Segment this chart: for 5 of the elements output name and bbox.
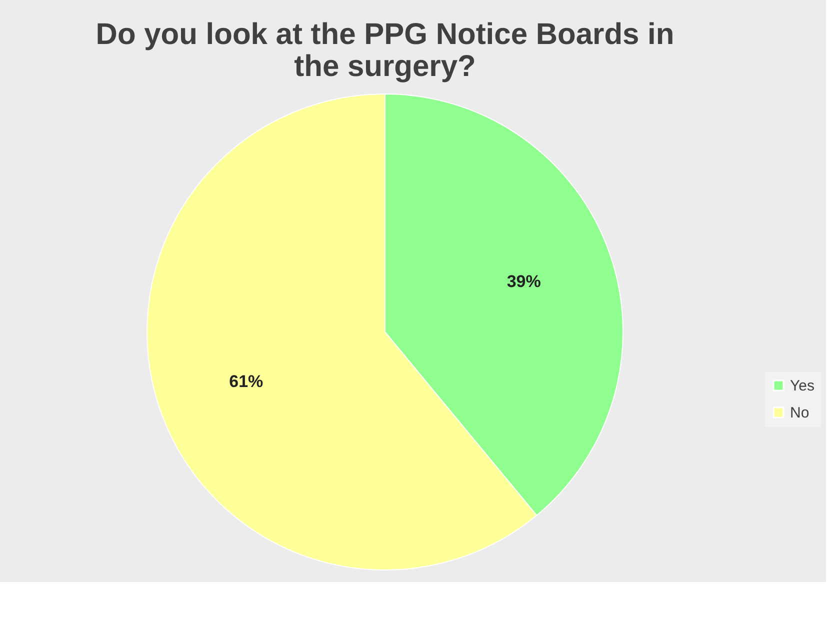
chart-title: Do you look at the PPG Notice Boards in the surgery? [96, 18, 674, 83]
legend-label: Yes [790, 378, 814, 394]
data-label: 39% [506, 272, 541, 292]
legend-label: No [790, 404, 810, 422]
data-label: 61% [229, 372, 264, 391]
